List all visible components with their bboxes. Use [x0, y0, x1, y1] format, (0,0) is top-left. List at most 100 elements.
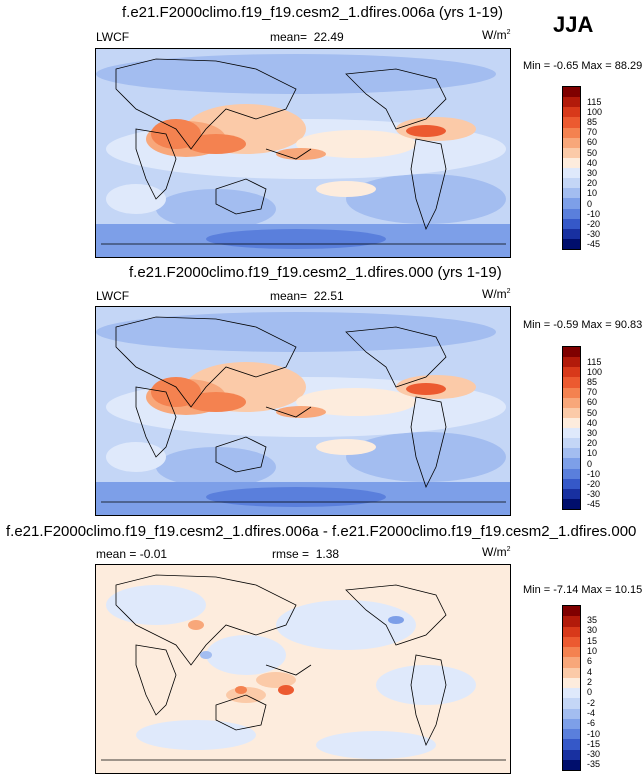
- colorbar-swatch: [563, 208, 580, 219]
- colorbar-tick: 20: [587, 178, 598, 188]
- panel-2-title: f.e21.F2000climo.f19_f19.cesm2_1.dfires.…: [129, 264, 502, 281]
- colorbar-swatch: [563, 147, 580, 158]
- panel-3-rmse: rmse = 1.38: [272, 547, 340, 561]
- colorbar-tick: -30: [587, 489, 601, 499]
- colorbar-tick: -20: [587, 219, 601, 229]
- panel-1-colorbar: [562, 86, 581, 250]
- colorbar-swatch: [563, 478, 580, 489]
- colorbar-tick: 50: [587, 408, 598, 418]
- panel-3-title: f.e21.F2000climo.f19_f19.cesm2_1.dfires.…: [6, 523, 637, 540]
- panel-1-variable-label: LWCF: [96, 30, 130, 44]
- colorbar-tick: 2: [587, 677, 593, 687]
- colorbar-swatch: [563, 667, 580, 678]
- colorbar-swatch: [563, 417, 580, 428]
- colorbar-tick: 10: [587, 646, 598, 656]
- colorbar-tick: -45: [587, 499, 601, 509]
- colorbar-tick: 30: [587, 168, 598, 178]
- colorbar-tick: 60: [587, 137, 598, 147]
- colorbar-swatch: [563, 97, 580, 108]
- colorbar-swatch: [563, 698, 580, 709]
- panel-1-field: [96, 49, 510, 257]
- panel-2-variable-label: LWCF: [96, 289, 130, 303]
- panel-3-minmax: Min = -7.14 Max = 10.15: [523, 584, 643, 596]
- colorbar-tick: 115: [587, 97, 602, 107]
- panel-3-mean: mean = -0.01: [96, 547, 168, 561]
- colorbar-swatch: [563, 468, 580, 479]
- colorbar-tick: 100: [587, 367, 603, 377]
- colorbar-tick: 115: [587, 357, 602, 367]
- colorbar-swatch: [563, 407, 580, 418]
- colorbar-swatch: [563, 367, 580, 378]
- colorbar-swatch: [563, 488, 580, 499]
- colorbar-swatch: [563, 377, 580, 388]
- colorbar-swatch: [563, 718, 580, 729]
- colorbar-swatch: [563, 178, 580, 189]
- colorbar-tick: -10: [587, 209, 601, 219]
- colorbar-tick: 70: [587, 127, 598, 137]
- colorbar-swatch: [563, 228, 580, 239]
- colorbar-tick: 15: [587, 636, 598, 646]
- colorbar-swatch: [563, 127, 580, 138]
- panel-3-map: [95, 564, 511, 774]
- panel-2-mean: mean= 22.51: [270, 289, 344, 303]
- panel-3-colorbar: [562, 605, 581, 771]
- colorbar-swatch: [563, 107, 580, 118]
- colorbar-tick: -30: [587, 749, 601, 759]
- colorbar-swatch: [563, 729, 580, 740]
- colorbar-tick: 40: [587, 418, 598, 428]
- colorbar-swatch: [563, 448, 580, 459]
- colorbar-swatch: [563, 458, 580, 469]
- colorbar-swatch: [563, 647, 580, 658]
- colorbar-tick: -6: [587, 718, 596, 728]
- colorbar-swatch: [563, 198, 580, 209]
- panel-3-coastlines: [101, 574, 506, 761]
- panel-2-units: W/m2: [482, 287, 511, 301]
- panel-1-title: f.e21.F2000climo.f19_f19.cesm2_1.dfires.…: [122, 4, 504, 21]
- colorbar-tick: 0: [587, 687, 593, 697]
- colorbar-tick: 35: [587, 615, 598, 625]
- colorbar-swatch: [563, 87, 580, 98]
- colorbar-tick: 10: [587, 448, 598, 458]
- colorbar-tick: -10: [587, 469, 601, 479]
- colorbar-swatch: [563, 397, 580, 408]
- colorbar-tick: 10: [587, 188, 598, 198]
- panel-1-units: W/m2: [482, 28, 511, 42]
- panel-2-colorbar: [562, 346, 581, 510]
- colorbar-swatch: [563, 218, 580, 229]
- colorbar-tick: 4: [587, 667, 593, 677]
- colorbar-swatch: [563, 739, 580, 750]
- panel-2-field: [96, 307, 510, 515]
- panel-3-units: W/m2: [482, 545, 511, 559]
- colorbar-swatch: [563, 636, 580, 647]
- season-label: JJA: [553, 12, 594, 37]
- colorbar-tick: 30: [587, 428, 598, 438]
- colorbar-tick: -30: [587, 229, 601, 239]
- colorbar-tick: 20: [587, 438, 598, 448]
- panel-1-minmax: Min = -0.65 Max = 88.29: [523, 60, 643, 72]
- colorbar-tick: 6: [587, 656, 593, 666]
- colorbar-tick: 0: [587, 199, 593, 209]
- colorbar-swatch: [563, 238, 580, 249]
- colorbar-swatch: [563, 428, 580, 439]
- colorbar-swatch: [563, 759, 580, 770]
- panel-2-minmax: Min = -0.59 Max = 90.83: [523, 319, 643, 331]
- colorbar-tick: 60: [587, 397, 598, 407]
- colorbar-tick: -10: [587, 729, 601, 739]
- panel-2-coastlines: [101, 316, 506, 503]
- panel-1-map: [95, 48, 511, 258]
- panel-1-mean: mean= 22.49: [270, 30, 344, 44]
- colorbar-swatch: [563, 157, 580, 168]
- colorbar-swatch: [563, 168, 580, 179]
- colorbar-tick: -35: [587, 759, 601, 769]
- colorbar-swatch: [563, 626, 580, 637]
- colorbar-swatch: [563, 606, 580, 617]
- colorbar-tick: -4: [587, 708, 596, 718]
- colorbar-tick: 100: [587, 107, 603, 117]
- colorbar-swatch: [563, 708, 580, 719]
- colorbar-tick: 85: [587, 377, 598, 387]
- colorbar-swatch: [563, 357, 580, 368]
- colorbar-swatch: [563, 117, 580, 128]
- colorbar-tick: -45: [587, 239, 601, 249]
- colorbar-swatch: [563, 688, 580, 699]
- colorbar-tick: 50: [587, 148, 598, 158]
